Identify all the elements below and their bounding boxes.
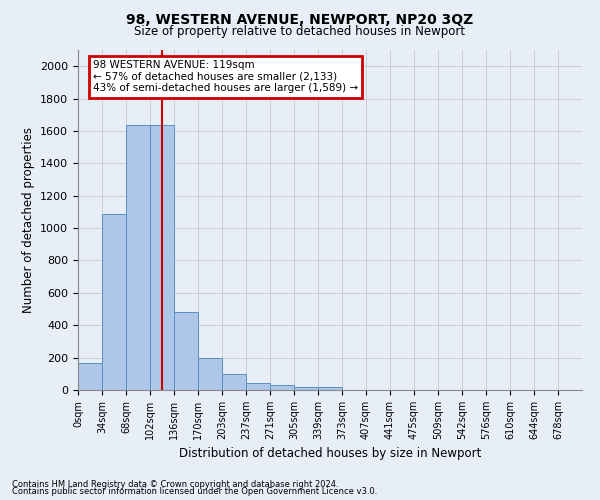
- Bar: [198, 358, 222, 390]
- Text: 98, WESTERN AVENUE, NEWPORT, NP20 3QZ: 98, WESTERN AVENUE, NEWPORT, NP20 3QZ: [127, 12, 473, 26]
- Text: 98 WESTERN AVENUE: 119sqm
← 57% of detached houses are smaller (2,133)
43% of se: 98 WESTERN AVENUE: 119sqm ← 57% of detac…: [93, 60, 358, 94]
- X-axis label: Distribution of detached houses by size in Newport: Distribution of detached houses by size …: [179, 448, 481, 460]
- Text: Size of property relative to detached houses in Newport: Size of property relative to detached ho…: [134, 25, 466, 38]
- Bar: [294, 387, 318, 390]
- Bar: [222, 374, 246, 390]
- Bar: [318, 387, 342, 390]
- Bar: [78, 364, 102, 390]
- Bar: [270, 385, 294, 390]
- Text: Contains public sector information licensed under the Open Government Licence v3: Contains public sector information licen…: [12, 487, 377, 496]
- Y-axis label: Number of detached properties: Number of detached properties: [22, 127, 35, 313]
- Bar: [174, 312, 198, 390]
- Bar: [102, 214, 126, 390]
- Bar: [126, 126, 150, 390]
- Text: Contains HM Land Registry data © Crown copyright and database right 2024.: Contains HM Land Registry data © Crown c…: [12, 480, 338, 489]
- Bar: [150, 126, 174, 390]
- Bar: [246, 382, 270, 390]
